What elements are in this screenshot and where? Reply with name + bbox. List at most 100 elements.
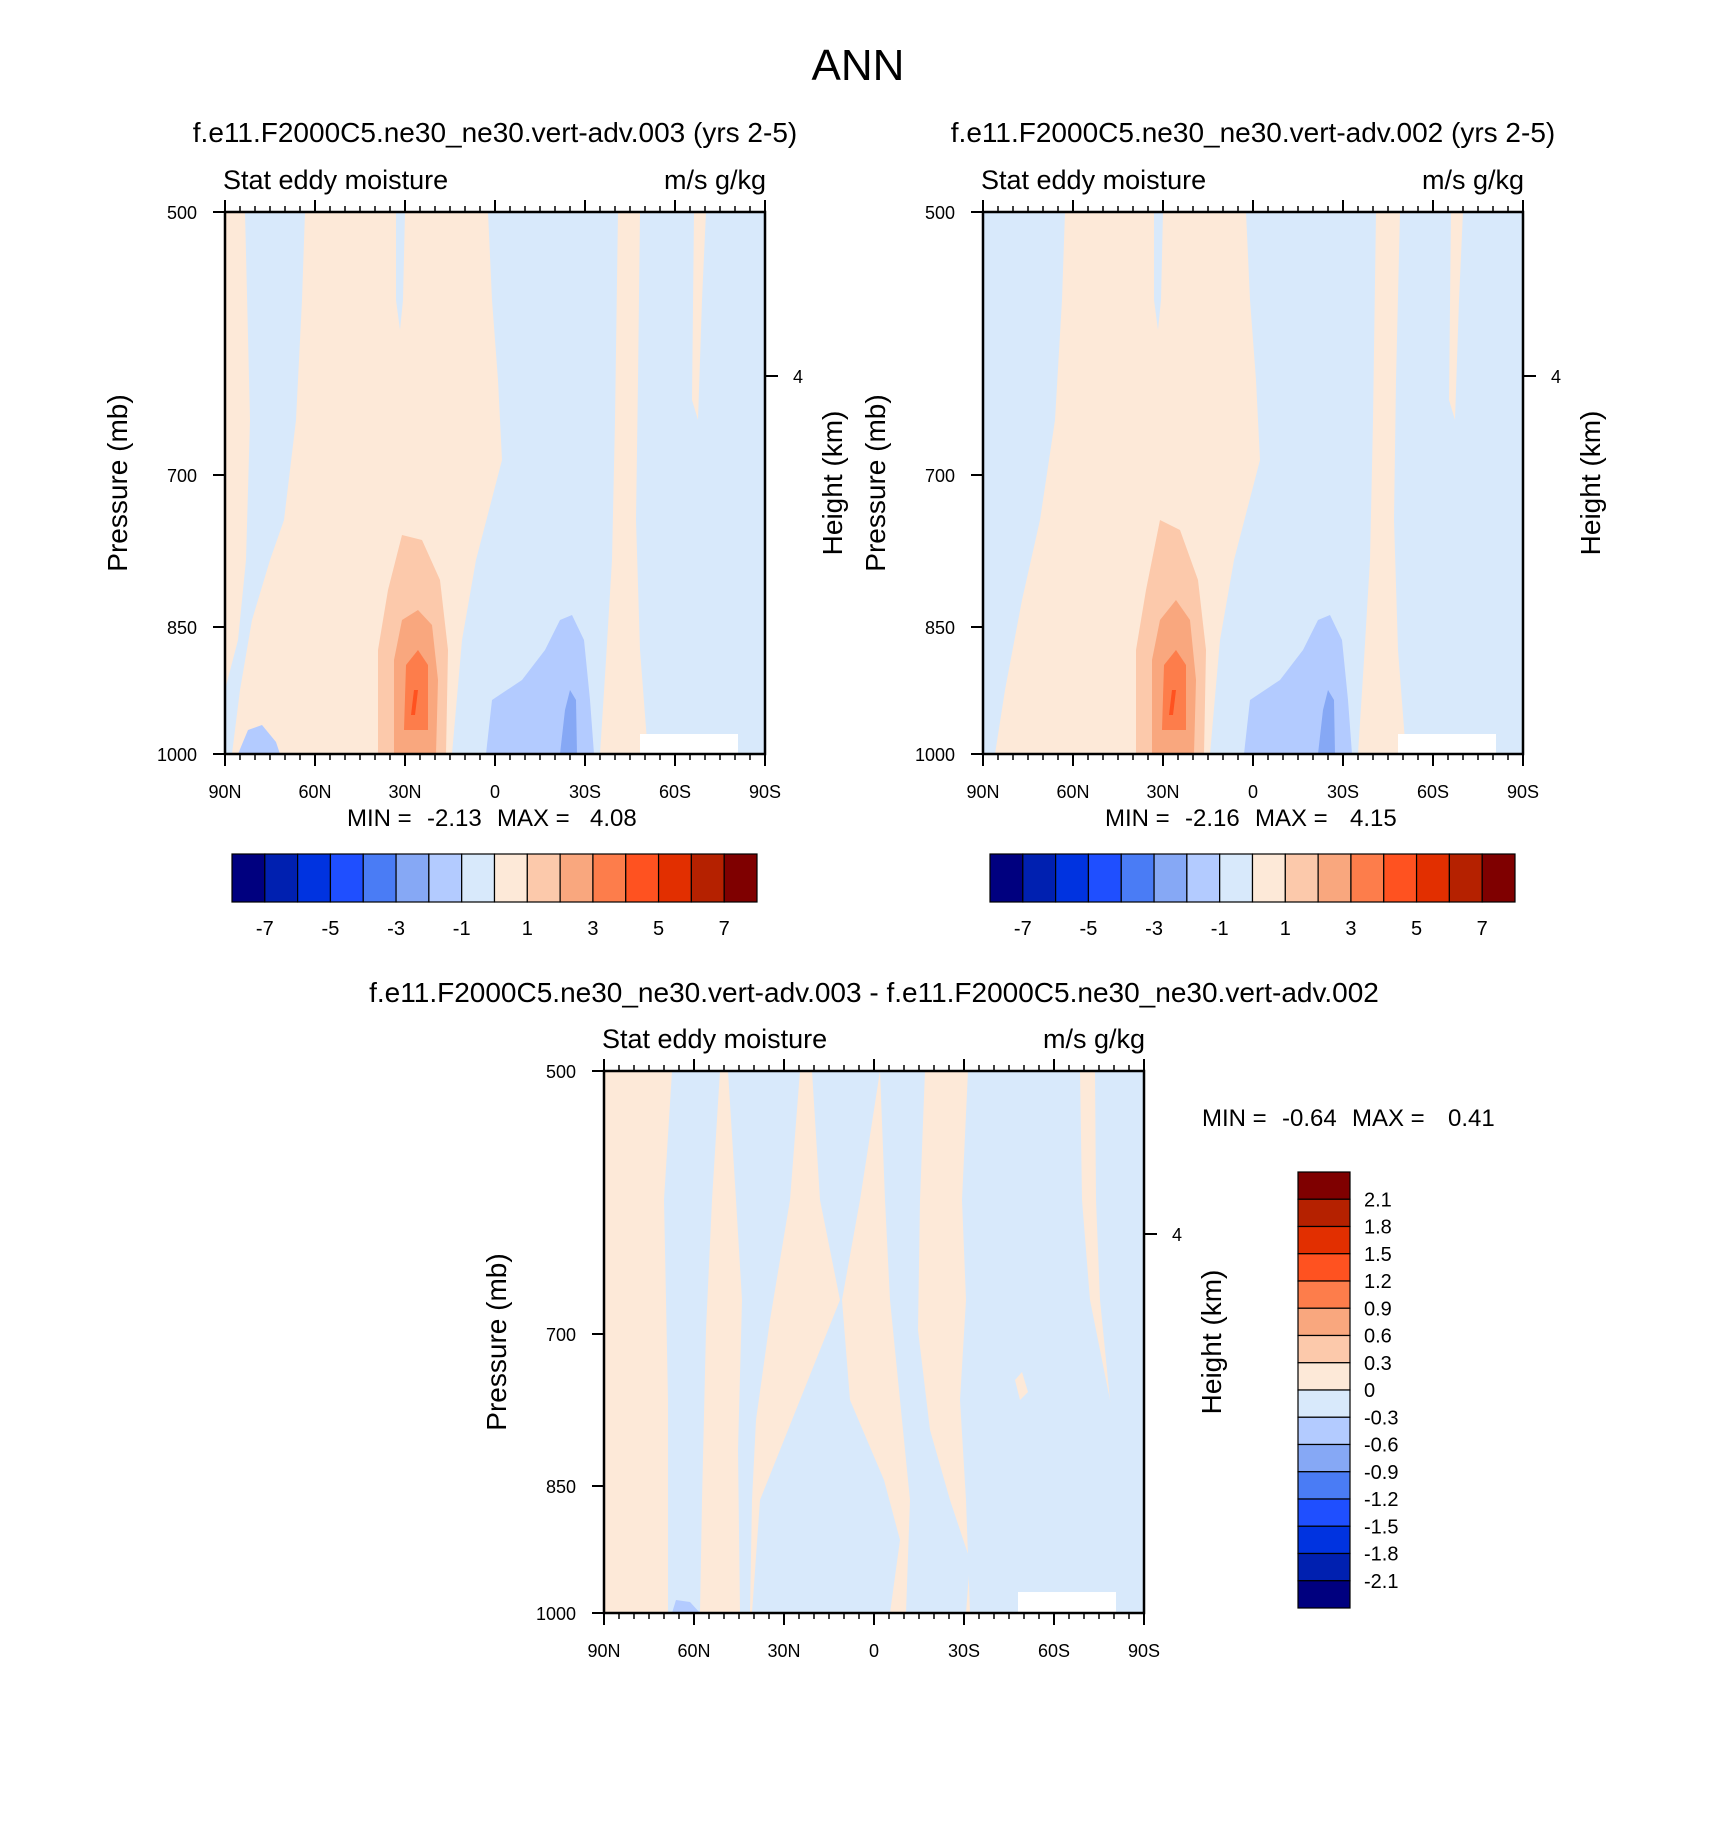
colorbar-swatch [1297, 1362, 1351, 1391]
panel-a-x-tick-label: 0 [490, 782, 500, 802]
panel-a-x-tick-label: 90S [749, 782, 781, 802]
panel-c-y-tick-label: 1000 [536, 1604, 576, 1624]
panel-c-min-label: MIN = [1202, 1105, 1267, 1132]
colorbar-swatch [1297, 1198, 1351, 1228]
colorbar-swatch [1481, 853, 1516, 903]
panel-b-y2-tick-label: 4 [1551, 367, 1561, 387]
colorbar-label: -0.6 [1364, 1435, 1398, 1457]
colorbar-label: 3 [587, 918, 598, 940]
colorbar-label: -1.2 [1364, 1489, 1398, 1511]
colorbar-swatch [592, 853, 627, 903]
colorbar-label: -0.9 [1364, 1462, 1398, 1484]
colorbar-swatch [493, 853, 528, 903]
panel-c-y-tick-label: 850 [546, 1477, 576, 1497]
panel-a-y-axis-title: Pressure (mb) [102, 394, 133, 571]
panel-b-x-tick-label: 30N [1146, 782, 1179, 802]
colorbar-swatch [1251, 853, 1286, 903]
figure-title: ANN [812, 41, 905, 90]
colorbar-label: 0.9 [1364, 1298, 1392, 1320]
panel-b-y2-axis-title: Height (km) [1575, 411, 1606, 556]
panel-b-max-cell [1169, 690, 1176, 715]
colorbar-swatch [1284, 853, 1319, 903]
colorbar-swatch [1415, 853, 1450, 903]
panel-b-max-value: 4.15 [1350, 805, 1397, 832]
colorbar-label: -1 [1211, 918, 1229, 940]
panel-c-x-axis: 90N 60N 30N 0 30S 60S 90S [587, 1059, 1160, 1661]
panel-c-y2-tick-label: 4 [1172, 1225, 1182, 1245]
colorbar-swatch [461, 853, 496, 903]
colorbar-swatch [1120, 853, 1155, 903]
panel-a-min-value: -2.13 [427, 805, 482, 832]
colorbar-label: 2.1 [1364, 1189, 1392, 1211]
panel-c-negative-band-3 [752, 1071, 900, 1613]
colorbar-label: 1.5 [1364, 1244, 1392, 1266]
panel-a-positive-patch-south [692, 212, 706, 420]
colorbar-label: 1 [1280, 918, 1291, 940]
panel-c-title: f.e11.F2000C5.ne30_ne30.vert-adv.003 - f… [369, 977, 1379, 1008]
colorbar-label: 3 [1345, 918, 1356, 940]
panel-c-y-axis: 500 700 850 1000 Pressure (mb) [481, 1062, 604, 1624]
panel-c-y2-axis-title: Height (km) [1196, 1270, 1227, 1415]
colorbar-swatch [559, 853, 594, 903]
panel-a-y-tick-label: 850 [167, 618, 197, 638]
panel-b-x-tick-label: 60N [1056, 782, 1089, 802]
colorbar-swatch [231, 853, 266, 903]
colorbar-swatch [1297, 1334, 1351, 1364]
panel-a-contour-field [225, 212, 765, 754]
panel-a-x-tick-label: 30S [569, 782, 601, 802]
panel-b-y-tick-label: 1000 [915, 745, 955, 765]
panel-c-negative-band-2 [728, 1071, 800, 1613]
colorbar-swatch [1297, 1580, 1351, 1609]
panel-b-x-axis: 90N 60N 30N 0 30S 60S 90S [966, 200, 1539, 802]
colorbar-swatch [264, 853, 299, 903]
panel-a-y2-axis: 4 Height (km) [765, 367, 848, 555]
panel-a-y-axis: 500 700 850 1000 Pressure (mb) [102, 203, 225, 765]
panel-a: f.e11.F2000C5.ne30_ne30.vert-adv.003 (yr… [102, 117, 848, 940]
panel-c-negative-band-1 [664, 1071, 720, 1613]
panel-c-y-tick-label: 500 [546, 1062, 576, 1082]
panel-a-max-cell [411, 690, 418, 715]
colorbar-label: 7 [1477, 918, 1488, 940]
colorbar-label: 1.8 [1364, 1217, 1392, 1239]
panel-a-negative-cell-polar [238, 725, 280, 754]
panel-b-min-value: -2.16 [1185, 805, 1240, 832]
panel-a-negative-region-tropics [452, 212, 618, 754]
panel-b-minor-ticks [997, 206, 1509, 760]
colorbar-swatch [1297, 1416, 1351, 1446]
colorbar-swatch [1022, 853, 1057, 903]
panel-c-minor-ticks [618, 1065, 1130, 1619]
colorbar-label: 1.2 [1364, 1271, 1392, 1293]
panel-b-x-tick-label: 60S [1417, 782, 1449, 802]
panel-a-max-value: 4.08 [590, 805, 637, 832]
panel-c-negative-cell [672, 1600, 700, 1613]
colorbar-swatch [1297, 1280, 1351, 1309]
colorbar-swatch [297, 853, 332, 903]
panel-b-positive-patch-south [1449, 212, 1463, 420]
colorbar-label: -5 [1080, 918, 1098, 940]
panel-b-y-axis-title: Pressure (mb) [860, 394, 891, 571]
panel-b-negative-strip-subtropics [1154, 212, 1163, 330]
panel-a-min-max: MIN = -2.13 MAX = 4.08 [347, 805, 637, 832]
panel-a-y2-axis-title: Height (km) [817, 411, 848, 556]
panel-c-y2-axis: 4 Height (km) [1144, 1225, 1227, 1414]
panel-a-negative-strip-subtropics [396, 212, 405, 330]
panel-b-y-axis: 500 700 850 1000 Pressure (mb) [860, 203, 983, 765]
panel-c-y-tick-label: 700 [546, 1325, 576, 1345]
panel-b-negative-region-south [1394, 212, 1523, 754]
panel-b-variable-label: Stat eddy moisture [981, 165, 1206, 195]
panel-b-x-tick-label: 90S [1507, 782, 1539, 802]
panel-b-x-tick-label: 90N [966, 782, 999, 802]
panel-b-max-label: MAX = [1255, 805, 1328, 832]
panel-b-x-tick-label: 0 [1248, 782, 1258, 802]
panel-c-max-label: MAX = [1352, 1105, 1425, 1132]
panel-c-negative-band-6 [1095, 1071, 1144, 1560]
panel-c-positive-patch [1015, 1372, 1028, 1400]
colorbar-label: 5 [653, 918, 664, 940]
colorbar-label: -1 [453, 918, 471, 940]
colorbar-swatch [526, 853, 561, 903]
colorbar-swatch [362, 853, 397, 903]
colorbar-swatch [1297, 1171, 1351, 1200]
panel-b-min-max: MIN = -2.16 MAX = 4.15 [1105, 805, 1397, 832]
colorbar-label: -0.3 [1364, 1407, 1398, 1429]
panel-c-x-tick-label: 60N [677, 1641, 710, 1661]
